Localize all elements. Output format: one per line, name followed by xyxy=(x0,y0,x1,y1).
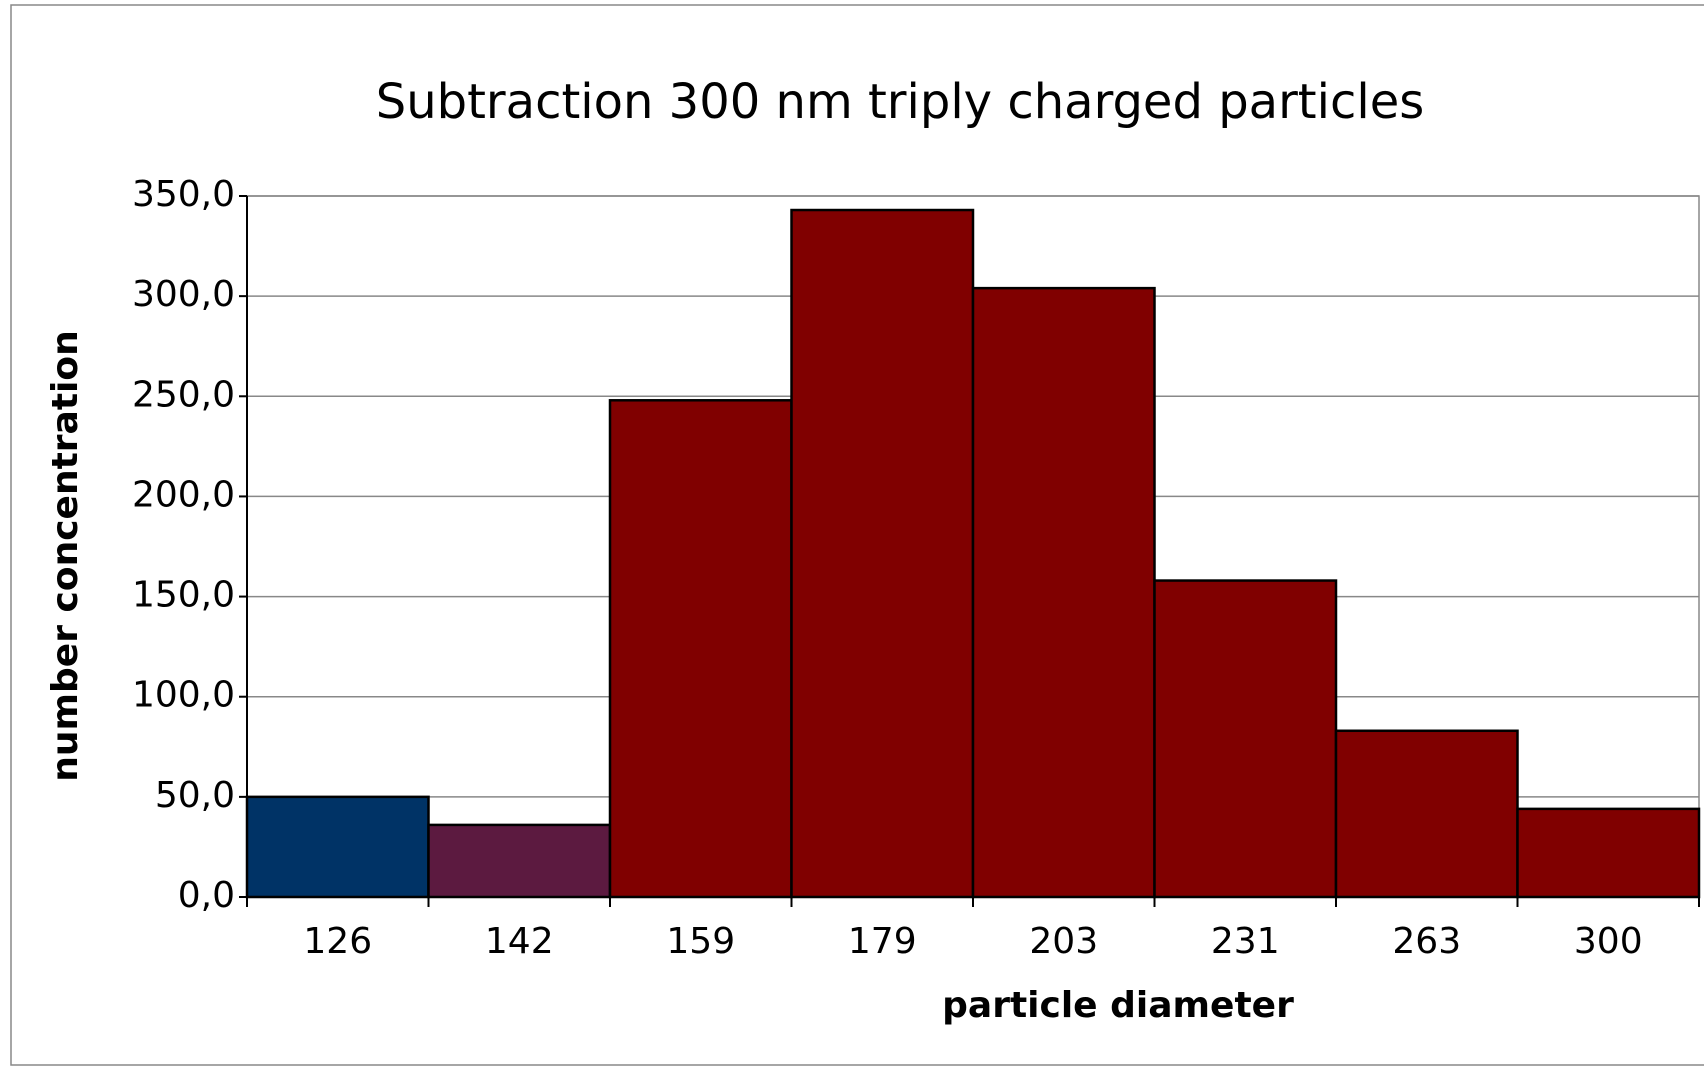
x-tick-label: 159 xyxy=(666,921,735,962)
x-axis-label: particle diameter xyxy=(942,985,1294,1026)
bar xyxy=(971,286,1156,899)
y-axis-label: number concentration xyxy=(45,330,86,782)
x-tick-label: 231 xyxy=(1211,921,1280,962)
x-tick-label: 203 xyxy=(1029,921,1098,962)
bar xyxy=(1334,729,1519,899)
chart-border xyxy=(10,4,1704,1066)
bar xyxy=(245,795,430,899)
chart-title: Subtraction 300 nm triply charged partic… xyxy=(376,74,1424,130)
y-tick-label: 0,0 xyxy=(178,875,235,916)
bar xyxy=(427,823,612,899)
y-tick-label: 150,0 xyxy=(132,575,235,616)
bar xyxy=(1153,579,1338,899)
x-tick-label: 300 xyxy=(1574,921,1643,962)
y-tick-label: 200,0 xyxy=(132,474,235,515)
x-tick-label: 179 xyxy=(848,921,917,962)
bar xyxy=(790,208,975,899)
x-tick-label: 142 xyxy=(485,921,554,962)
y-tick-label: 350,0 xyxy=(132,174,235,215)
y-tick-label: 50,0 xyxy=(155,775,235,816)
y-tick-label: 300,0 xyxy=(132,274,235,315)
x-tick-label: 126 xyxy=(303,921,372,962)
y-tick-label: 250,0 xyxy=(132,374,235,415)
bar xyxy=(608,399,793,899)
y-tick-label: 100,0 xyxy=(132,675,235,716)
bar xyxy=(1516,807,1701,899)
x-tick-label: 263 xyxy=(1392,921,1461,962)
